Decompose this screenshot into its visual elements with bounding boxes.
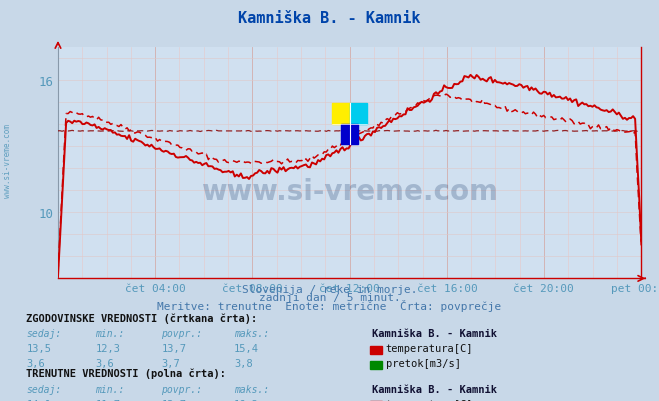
Text: maks.:: maks.: (234, 384, 269, 394)
Text: 3,8: 3,8 (234, 358, 252, 369)
Text: 16,2: 16,2 (234, 399, 259, 401)
Text: 13,5: 13,5 (26, 343, 51, 353)
Text: maks.:: maks.: (234, 328, 269, 338)
Text: 3,6: 3,6 (96, 358, 114, 369)
Text: ZGODOVINSKE VREDNOSTI (črtkana črta):: ZGODOVINSKE VREDNOSTI (črtkana črta): (26, 312, 258, 323)
Text: Kamniška B. - Kamnik: Kamniška B. - Kamnik (372, 328, 498, 338)
Text: Meritve: trenutne  Enote: metrične  Črta: povprečje: Meritve: trenutne Enote: metrične Črta: … (158, 300, 501, 312)
Text: TRENUTNE VREDNOSTI (polna črta):: TRENUTNE VREDNOSTI (polna črta): (26, 368, 226, 379)
Text: Kamniška B. - Kamnik: Kamniška B. - Kamnik (372, 384, 498, 394)
Bar (332, 103, 350, 124)
Text: 13,7: 13,7 (161, 399, 186, 401)
Text: 3,6: 3,6 (26, 358, 45, 369)
Text: zadnji dan / 5 minut.: zadnji dan / 5 minut. (258, 293, 401, 303)
Text: www.si-vreme.com: www.si-vreme.com (201, 177, 498, 205)
Text: min.:: min.: (96, 384, 125, 394)
Text: Slovenija / reke in morje.: Slovenija / reke in morje. (242, 284, 417, 294)
Text: min.:: min.: (96, 328, 125, 338)
Text: 13,7: 13,7 (161, 343, 186, 353)
Text: sedaj:: sedaj: (26, 328, 61, 338)
Text: 12,3: 12,3 (96, 343, 121, 353)
Text: Kamniška B. - Kamnik: Kamniška B. - Kamnik (239, 10, 420, 26)
Text: temperatura[C]: temperatura[C] (386, 343, 473, 353)
Bar (341, 124, 358, 145)
Text: www.si-vreme.com: www.si-vreme.com (3, 124, 13, 197)
Text: temperatura[C]: temperatura[C] (386, 399, 473, 401)
Text: 14,1: 14,1 (26, 399, 51, 401)
Text: povpr.:: povpr.: (161, 328, 202, 338)
Text: sedaj:: sedaj: (26, 384, 61, 394)
Text: 3,7: 3,7 (161, 358, 180, 369)
Text: 15,4: 15,4 (234, 343, 259, 353)
Text: pretok[m3/s]: pretok[m3/s] (386, 358, 461, 369)
Text: 11,7: 11,7 (96, 399, 121, 401)
Text: povpr.:: povpr.: (161, 384, 202, 394)
Bar (350, 103, 367, 124)
